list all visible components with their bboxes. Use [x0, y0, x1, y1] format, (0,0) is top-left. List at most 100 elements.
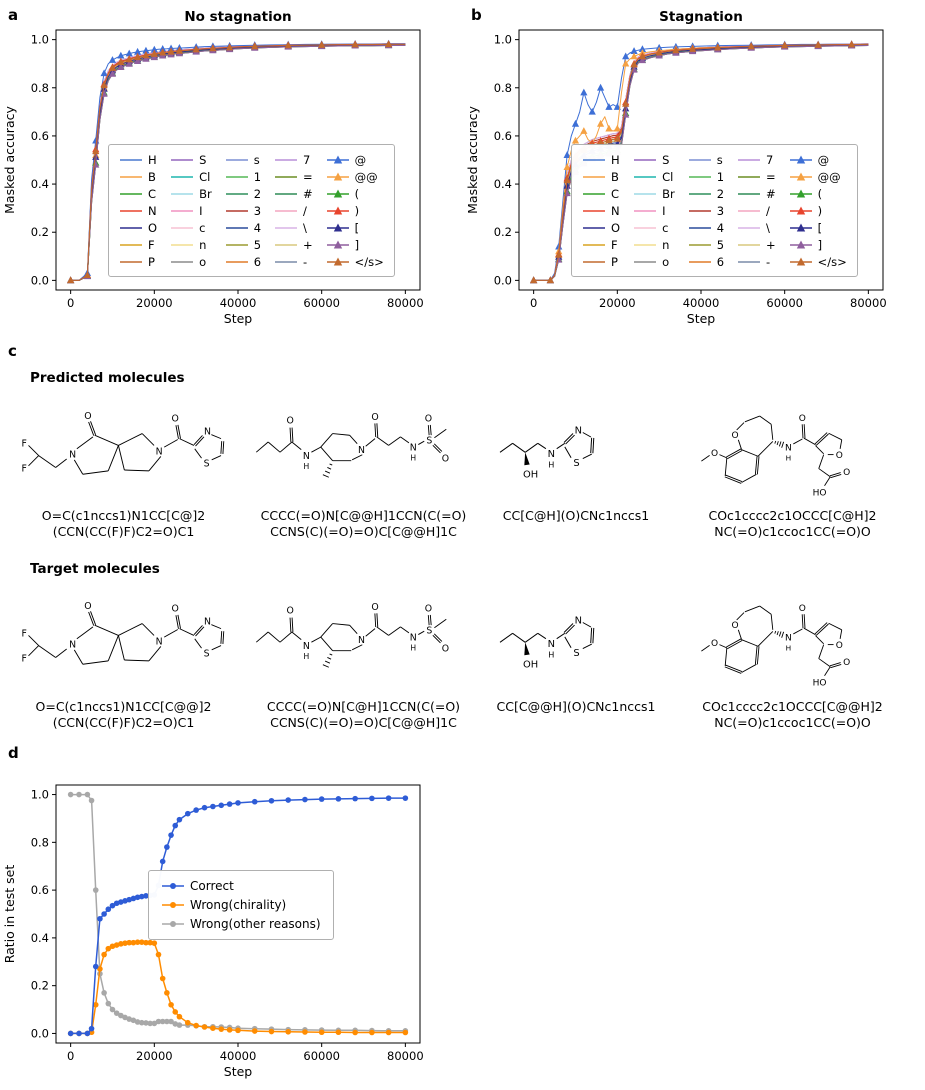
triangle-marker — [563, 176, 571, 184]
circle-marker — [385, 1029, 392, 1036]
circle-marker — [184, 1019, 191, 1026]
molecule-drawing-area: O O N H O O O HO — [694, 392, 891, 508]
atom-label: N — [574, 425, 581, 436]
atom-label: N — [156, 637, 163, 648]
triangle-marker — [100, 69, 108, 77]
circle-marker — [109, 902, 116, 909]
atom-label: O — [286, 415, 293, 426]
triangle-marker — [605, 124, 613, 132]
atom-label: N — [785, 634, 792, 644]
chart-text: 0 — [530, 296, 537, 310]
legend-label: B — [148, 169, 156, 184]
legend-swatch — [738, 260, 761, 263]
atom-label: O — [441, 644, 448, 655]
legend-label: N — [148, 203, 157, 218]
legend-swatch — [738, 243, 761, 246]
legend-swatch — [634, 243, 657, 246]
legend-entry: 3 — [688, 204, 724, 218]
legend-ratio: Correct Wrong(chirality) Wrong(other reaso… — [148, 870, 334, 940]
atom-label: N — [357, 635, 364, 646]
atom-label: N — [547, 448, 554, 459]
legend-label: = — [766, 169, 776, 184]
chart-text: 1.0 — [494, 33, 512, 47]
triangle-marker — [125, 55, 133, 63]
legend-entry: N — [582, 204, 620, 218]
atom-label: N — [357, 445, 364, 456]
legend-swatch — [326, 206, 349, 214]
legend-entry: B — [582, 170, 620, 184]
legend-label: 1 — [716, 169, 725, 184]
legend-entry: c — [633, 221, 675, 235]
atom-label: N — [409, 442, 416, 453]
legend-label: Br — [662, 186, 675, 201]
legend-entry: \ — [737, 221, 776, 235]
triangle-marker — [613, 124, 621, 132]
panel-d-label: d — [8, 744, 19, 762]
triangle-marker — [714, 43, 722, 51]
legend-label: - — [766, 254, 771, 269]
legend-label: o — [199, 254, 207, 269]
legend-label: 5 — [253, 237, 262, 252]
molecule-structure: F F N O N O N S — [20, 409, 225, 475]
legend-swatch — [171, 243, 194, 246]
circle-marker — [122, 940, 128, 946]
chart-text: Step — [224, 311, 253, 326]
chart-ratio-test-set: 0 20000 40000 60000 80000 0.0 0.2 0.4 0.6 0.8 1.0 S… — [0, 758, 462, 1090]
circle-marker — [302, 1029, 308, 1035]
legend-swatch — [275, 260, 298, 263]
legend-label: 6 — [253, 254, 262, 269]
legend-entry: O — [119, 221, 157, 235]
legend-label: Wrong(other reasons) — [190, 917, 321, 931]
atom-label: H — [410, 453, 416, 462]
atom-label: S — [573, 648, 579, 659]
atom-label: N — [204, 616, 211, 627]
legend-label: / — [303, 203, 307, 218]
chart-no-stagnation: 0 20000 40000 60000 80000 0.0 0.2 0.4 0.6 0.8 1.0 N… — [0, 0, 462, 330]
legend-label: \ — [766, 220, 770, 235]
legend-entry: o — [633, 255, 675, 269]
chart-text: 0 — [67, 296, 74, 310]
legend-swatch — [171, 192, 194, 195]
legend-label: P — [611, 254, 618, 269]
legend-swatch — [789, 223, 812, 231]
circle-marker — [164, 844, 170, 850]
chart-text: 0.8 — [494, 81, 512, 95]
atom-label: S — [204, 458, 210, 469]
legend-label: ( — [354, 186, 360, 201]
molecule-cell: OH N H N S CC[C@H](O)CNc1nccs1 — [486, 392, 666, 541]
legend-label: 7 — [766, 152, 774, 167]
legend-label: - — [303, 254, 308, 269]
triangle-marker — [555, 250, 563, 258]
circle-marker — [138, 1019, 145, 1026]
legend-label: @@ — [817, 169, 841, 184]
legend-entry: # — [737, 187, 776, 201]
atom-label: O — [441, 453, 448, 464]
chart-stagnation: 0 20000 40000 60000 80000 0.0 0.2 0.4 0.6 0.8 1.0 S… — [463, 0, 925, 330]
molecule-cell: O N H N O N H S O O CCCC(=O)N[C@@H]1CCN(C(=O) CCNS(… — [241, 392, 486, 541]
legend-swatch — [634, 192, 657, 195]
smiles-line: NC(=O)c1ccoc1CC(=O)O — [714, 524, 871, 540]
legend-entry: / — [737, 204, 776, 218]
circle-marker — [105, 945, 112, 952]
atom-label: O — [424, 604, 431, 615]
legend-entry: 4 — [688, 221, 724, 235]
smiles-line: CC[C@@H](O)CNc1nccs1 — [496, 698, 656, 714]
atom-label: N — [574, 615, 581, 626]
legend-swatch — [225, 260, 248, 263]
legend-swatch — [789, 189, 812, 197]
legend-entry: F — [582, 238, 620, 252]
triangle-marker — [67, 276, 75, 284]
atom-label: N — [69, 639, 76, 650]
molecule-drawing-area: F F N O N O N S — [13, 583, 234, 699]
legend-label: / — [766, 203, 770, 218]
predicted-molecules-row: F F N O N O N S O=C(c1nccs1)N1CC[C@]2 (CCN(CC(F)F… — [0, 392, 925, 541]
chart-text: 0.4 — [494, 177, 512, 191]
triangle-marker — [385, 40, 393, 48]
legend-entry: = — [274, 170, 313, 184]
triangle-marker — [689, 45, 697, 52]
triangle-marker — [622, 104, 630, 112]
